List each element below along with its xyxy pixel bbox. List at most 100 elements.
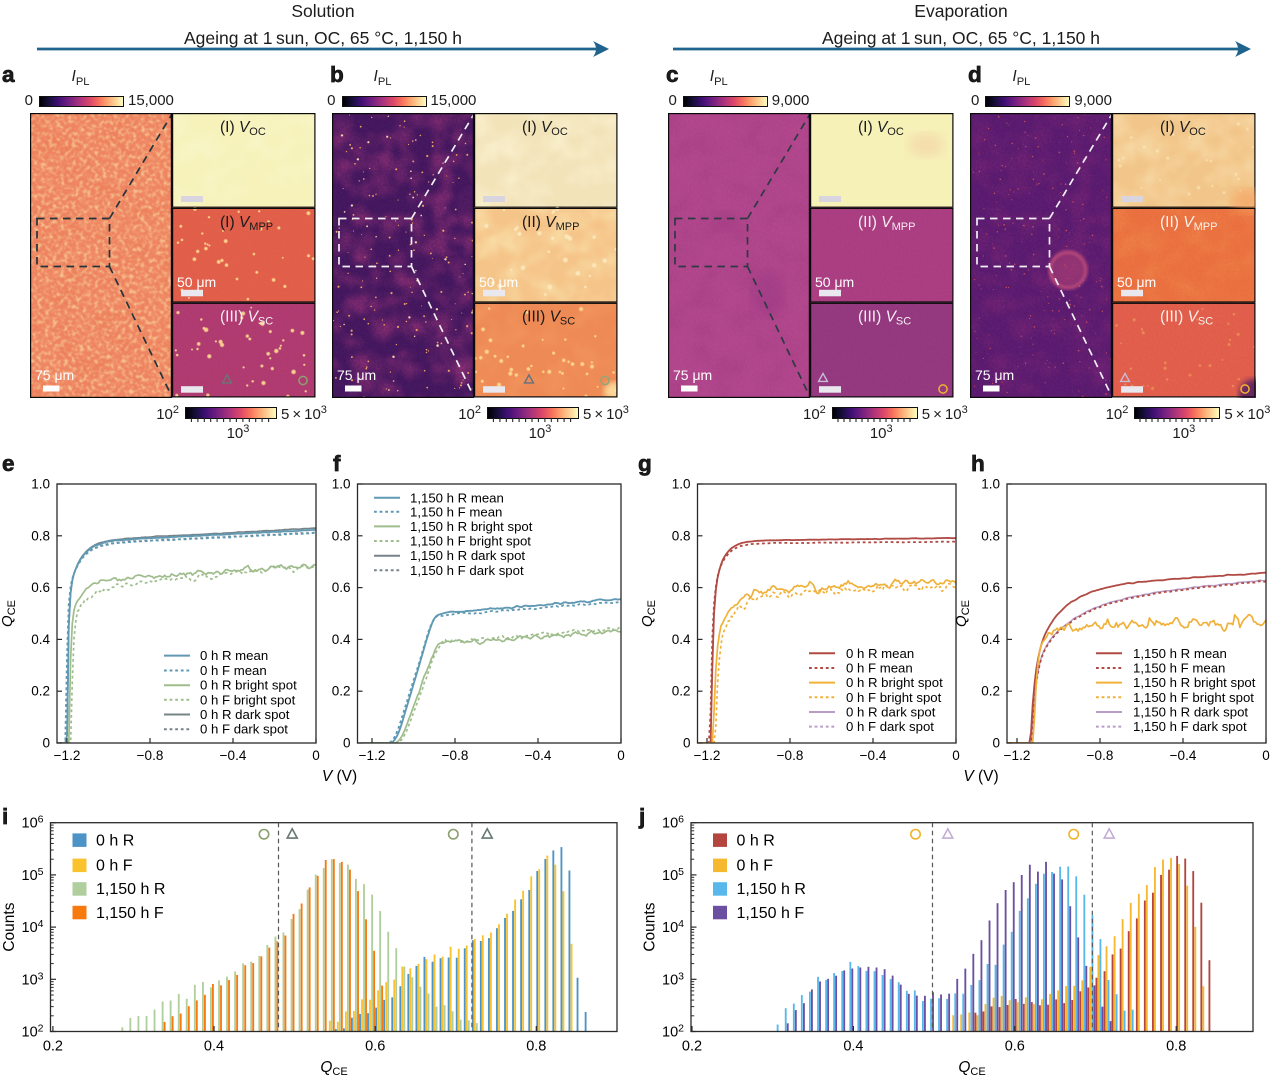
svg-text:105: 105 (662, 866, 684, 884)
svg-text:Counts: Counts (642, 902, 659, 951)
svg-text:0.8: 0.8 (332, 528, 351, 543)
svg-text:1,150 h R: 1,150 h R (96, 881, 165, 898)
svg-text:102: 102 (22, 1023, 44, 1041)
svg-text:0.6: 0.6 (672, 580, 691, 595)
svg-text:1,150 h F bright spot: 1,150 h F bright spot (410, 534, 531, 549)
svg-text:105: 105 (22, 866, 44, 884)
svg-text:0 h F dark spot: 0 h F dark spot (200, 722, 288, 737)
svg-text:(II) VMPP: (II) VMPP (522, 214, 579, 233)
svg-text:0 h F dark spot: 0 h F dark spot (846, 719, 934, 734)
svg-text:1,150 h F dark spot: 1,150 h F dark spot (410, 563, 524, 578)
svg-text:0.6: 0.6 (981, 580, 1000, 595)
svg-text:50 μm: 50 μm (1117, 274, 1156, 290)
svg-text:0.8: 0.8 (981, 528, 1000, 543)
svg-text:1.0: 1.0 (981, 477, 1000, 492)
svg-text:50 μm: 50 μm (815, 274, 854, 290)
svg-text:0: 0 (312, 748, 320, 763)
svg-text:1.0: 1.0 (672, 477, 691, 492)
svg-text:106: 106 (662, 814, 684, 832)
svg-text:−1.2: −1.2 (54, 748, 81, 763)
svg-text:0: 0 (617, 748, 625, 763)
svg-text:0.4: 0.4 (204, 1039, 224, 1055)
svg-text:1,150 h R mean: 1,150 h R mean (410, 490, 504, 505)
svg-text:(I) VOC: (I) VOC (522, 119, 568, 138)
svg-text:0: 0 (42, 736, 50, 751)
svg-text:75 μm: 75 μm (35, 367, 74, 383)
svg-text:QCE: QCE (0, 600, 18, 627)
svg-text:1,150 h R bright spot: 1,150 h R bright spot (1133, 675, 1256, 690)
svg-text:1,150 h F dark spot: 1,150 h F dark spot (1133, 719, 1247, 734)
svg-text:50 μm: 50 μm (479, 274, 518, 290)
svg-text:1,150 h R bright spot: 1,150 h R bright spot (410, 519, 533, 534)
svg-text:0 h R bright spot: 0 h R bright spot (200, 678, 297, 693)
svg-text:1.0: 1.0 (31, 477, 50, 492)
svg-text:0 h R dark spot: 0 h R dark spot (200, 707, 290, 722)
svg-text:−1.2: −1.2 (1004, 748, 1031, 763)
svg-text:0 h F bright spot: 0 h F bright spot (846, 690, 942, 705)
svg-text:104: 104 (22, 918, 44, 936)
svg-text:0: 0 (683, 736, 691, 751)
svg-text:0.2: 0.2 (682, 1039, 702, 1055)
svg-text:0.2: 0.2 (31, 684, 50, 699)
svg-text:0 h F mean: 0 h F mean (846, 661, 913, 676)
svg-text:0 h F mean: 0 h F mean (200, 663, 267, 678)
svg-text:75 μm: 75 μm (975, 367, 1014, 383)
svg-text:0: 0 (992, 736, 1000, 751)
svg-text:106: 106 (22, 814, 44, 832)
svg-text:0 h R mean: 0 h R mean (200, 648, 268, 663)
svg-text:−0.4: −0.4 (525, 748, 552, 763)
svg-text:0.6: 0.6 (332, 580, 351, 595)
svg-text:1,150 h R dark spot: 1,150 h R dark spot (1133, 705, 1248, 720)
svg-text:0.8: 0.8 (1166, 1039, 1186, 1055)
svg-text:0.8: 0.8 (31, 528, 50, 543)
svg-text:1,150 h F: 1,150 h F (737, 905, 805, 922)
svg-text:0: 0 (952, 748, 960, 763)
svg-text:103: 103 (22, 970, 44, 988)
svg-text:0.4: 0.4 (31, 632, 50, 647)
svg-text:QCE: QCE (320, 1059, 347, 1076)
svg-text:0 h R: 0 h R (96, 832, 134, 849)
svg-text:1,150 h R: 1,150 h R (737, 881, 806, 898)
svg-text:QCE: QCE (639, 600, 658, 627)
svg-text:0 h F: 0 h F (96, 858, 133, 875)
svg-text:1,150 h F mean: 1,150 h F mean (410, 504, 502, 519)
svg-text:0 h R mean: 0 h R mean (846, 646, 914, 661)
svg-text:1,150 h R dark spot: 1,150 h R dark spot (410, 548, 525, 563)
svg-text:V (V): V (V) (322, 768, 357, 785)
svg-text:0 h R dark spot: 0 h R dark spot (846, 705, 936, 720)
svg-text:−1.2: −1.2 (694, 748, 721, 763)
svg-text:50 μm: 50 μm (177, 274, 216, 290)
svg-text:QCE: QCE (953, 600, 972, 627)
svg-text:75 μm: 75 μm (673, 367, 712, 383)
svg-text:0.4: 0.4 (981, 632, 1000, 647)
svg-text:1,150 h F mean: 1,150 h F mean (1133, 661, 1225, 676)
svg-text:1,150 h R mean: 1,150 h R mean (1133, 646, 1227, 661)
svg-text:1.0: 1.0 (332, 477, 351, 492)
svg-text:0.6: 0.6 (1005, 1039, 1025, 1055)
svg-text:104: 104 (662, 918, 684, 936)
svg-text:102: 102 (662, 1023, 684, 1041)
svg-text:−0.8: −0.8 (442, 748, 469, 763)
svg-text:0: 0 (1262, 748, 1270, 763)
svg-text:0 h F bright spot: 0 h F bright spot (200, 692, 296, 707)
svg-text:1,150 h F bright spot: 1,150 h F bright spot (1133, 690, 1254, 705)
svg-text:0.4: 0.4 (672, 632, 691, 647)
svg-text:0.2: 0.2 (672, 684, 691, 699)
svg-text:0.4: 0.4 (332, 632, 351, 647)
svg-text:103: 103 (662, 970, 684, 988)
svg-text:0.2: 0.2 (332, 684, 351, 699)
svg-text:0 h F: 0 h F (737, 858, 774, 875)
svg-text:0.6: 0.6 (365, 1039, 385, 1055)
svg-text:Counts: Counts (1, 902, 18, 951)
svg-text:−0.4: −0.4 (220, 748, 247, 763)
svg-text:−0.4: −0.4 (1170, 748, 1197, 763)
svg-text:75 μm: 75 μm (337, 367, 376, 383)
svg-text:V (V): V (V) (963, 768, 998, 785)
svg-text:0.6: 0.6 (31, 580, 50, 595)
svg-text:0.8: 0.8 (526, 1039, 546, 1055)
svg-text:1,150 h F: 1,150 h F (96, 905, 164, 922)
svg-text:0 h R bright spot: 0 h R bright spot (846, 675, 943, 690)
svg-text:−0.8: −0.8 (1087, 748, 1114, 763)
svg-text:0.2: 0.2 (981, 684, 1000, 699)
svg-text:0.8: 0.8 (672, 528, 691, 543)
